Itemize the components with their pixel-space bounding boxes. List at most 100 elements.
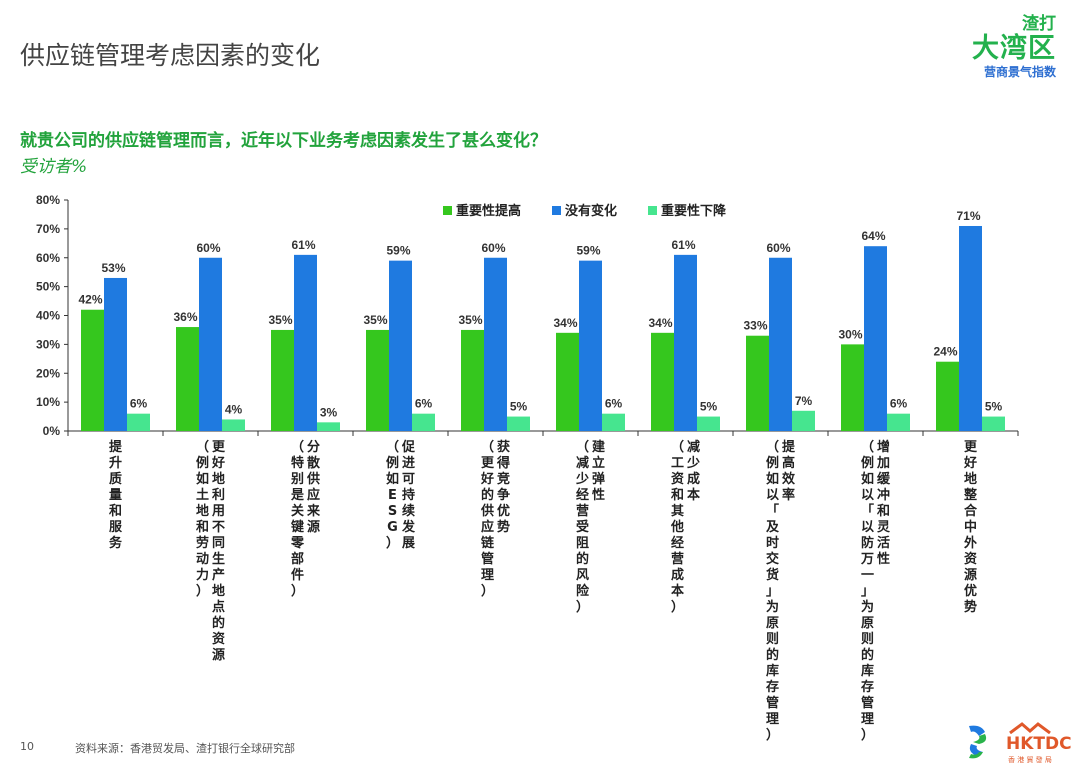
category-label-char: 货: [766, 567, 779, 583]
bar: [389, 260, 412, 431]
category-label-char: ）: [291, 583, 304, 599]
category-label-char: 受: [576, 519, 589, 535]
category-label-char: 例: [196, 455, 209, 471]
category-label-char: 点: [212, 599, 225, 615]
category-label-char: 防: [861, 535, 874, 551]
category-label-char: 他: [670, 519, 684, 535]
category-label-char: （: [481, 439, 494, 455]
data-label: 60%: [196, 241, 220, 255]
bar: [484, 257, 507, 431]
bar: [792, 410, 815, 431]
bar: [271, 329, 294, 431]
category-label-char: 「: [861, 503, 874, 519]
category-label-char: 冲: [877, 487, 890, 503]
bar: [746, 335, 769, 431]
category-label-char: 服: [109, 520, 123, 535]
category-label-char: 「: [766, 503, 779, 519]
data-label: 42%: [78, 293, 102, 307]
category-label-char: 减: [687, 439, 700, 455]
y-tick-label: 10%: [36, 395, 60, 409]
category-label-char: 加: [876, 456, 890, 471]
category-label-char: 产: [212, 567, 225, 583]
category-label-char: 少: [575, 471, 589, 487]
category-label-char: 经: [671, 535, 684, 551]
category-label-char: 更: [964, 440, 978, 455]
bar: [887, 413, 910, 431]
category-label-char: 效: [782, 471, 796, 487]
category-label-char: 如: [196, 471, 209, 487]
category-label-char: 争: [497, 487, 510, 503]
category-label-char: 获: [497, 439, 510, 455]
category-label-char: 用: [211, 504, 225, 519]
category-label-char: ）: [576, 599, 589, 615]
category-label-char: 资: [671, 471, 684, 487]
category-label-char: 和: [877, 503, 890, 519]
category-label-char: 动: [196, 552, 209, 567]
category-label-char: 整: [963, 487, 978, 503]
category-label-char: 外: [963, 535, 977, 551]
category-label-char: 量: [109, 488, 122, 503]
data-label: 6%: [130, 397, 148, 411]
category-label-char: 高: [782, 455, 795, 471]
data-label: 64%: [861, 229, 885, 243]
category-label-char: 源: [964, 567, 977, 583]
bar: [81, 309, 104, 431]
page-number: 10: [20, 740, 34, 753]
category-label-char: 地: [964, 471, 977, 487]
category-label-char: 理: [766, 712, 779, 727]
bar: [674, 254, 697, 431]
bar: [936, 361, 959, 431]
category-label-char: 本: [687, 487, 700, 503]
category-label-char: 以: [861, 488, 874, 503]
category-label-char: 营: [576, 503, 589, 519]
category-label-char: 少: [686, 455, 700, 471]
data-label: 59%: [576, 244, 600, 258]
category-label-char: 土: [196, 487, 209, 503]
brand-logo: 渣打 大湾区 营商景气指数: [972, 14, 1056, 80]
category-label-char: 经: [576, 487, 589, 503]
bar: [959, 225, 982, 431]
category-label-char: 的: [481, 487, 494, 503]
category-label-char: 关: [291, 503, 304, 519]
bar: [769, 257, 792, 431]
data-label: 71%: [956, 209, 980, 223]
data-label: 61%: [671, 238, 695, 252]
bar: [104, 277, 127, 431]
category-label-char: 源: [307, 519, 320, 535]
data-label: 36%: [173, 310, 197, 324]
category-label-char: 进: [402, 456, 415, 471]
category-label-char: （: [766, 439, 779, 455]
category-label-char: 部: [291, 551, 304, 567]
category-label-char: 存: [766, 679, 779, 695]
category-label-char: 交: [766, 551, 779, 567]
category-label-char: S: [388, 504, 397, 519]
category-label-char: 地: [212, 471, 225, 487]
data-label: 35%: [363, 313, 387, 327]
category-label-char: 及: [766, 520, 780, 535]
category-label-char: 管: [481, 551, 494, 567]
y-tick-label: 70%: [36, 222, 60, 236]
category-label-char: 立: [592, 455, 605, 471]
category-label-char: 更: [481, 456, 495, 471]
y-tick-label: 50%: [36, 280, 60, 294]
legend-label: 重要性下降: [661, 203, 727, 219]
category-label-char: 升: [109, 455, 122, 471]
category-label-char: 则: [766, 631, 779, 647]
bar: [127, 413, 150, 431]
category-label-char: 管: [766, 695, 779, 711]
category-label-char: 则: [861, 631, 874, 647]
brand-line-3: 营商景气指数: [983, 65, 1056, 79]
legend-swatch: [552, 206, 561, 215]
category-label-char: 存: [861, 679, 874, 695]
category-label-char: 理: [861, 712, 874, 727]
data-label: 59%: [386, 244, 410, 258]
category-label-char: 供: [480, 503, 494, 519]
y-tick-label: 40%: [36, 309, 60, 323]
bar: [697, 416, 720, 431]
bar: [412, 413, 435, 431]
standard-chartered-logo: [969, 725, 987, 759]
data-label: 3%: [320, 405, 338, 419]
category-label-char: 竞: [497, 471, 510, 487]
category-label-char: 如: [386, 471, 399, 487]
bar: [294, 254, 317, 431]
